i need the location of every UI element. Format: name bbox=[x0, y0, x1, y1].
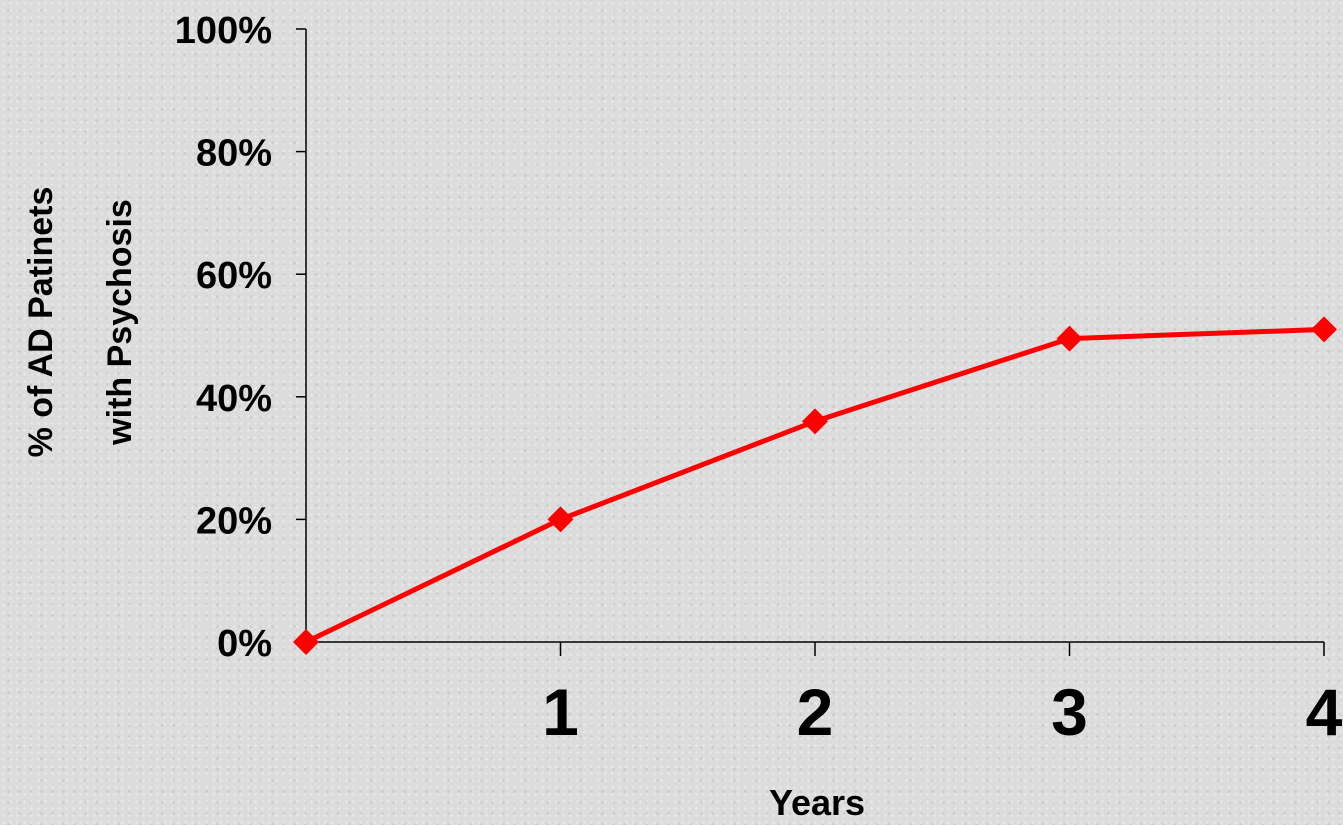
x-axis-title: Years bbox=[769, 782, 865, 823]
y-axis-title-line-1: % of AD Patinets bbox=[22, 187, 60, 458]
x-tick-label: 2 bbox=[797, 675, 834, 749]
y-tick-label: 80% bbox=[196, 133, 272, 175]
data-point-marker bbox=[1311, 316, 1337, 343]
y-tick-label: 20% bbox=[196, 500, 272, 542]
data-point-marker bbox=[293, 629, 319, 655]
y-tick-label: 0% bbox=[217, 623, 272, 665]
y-tick-label: 40% bbox=[196, 378, 272, 420]
x-tick-label: 4 bbox=[1306, 675, 1343, 749]
data-point-marker bbox=[1056, 325, 1083, 352]
y-axis-title: % of AD Patinets with Psychosis bbox=[22, 187, 139, 458]
series-layer bbox=[293, 316, 1337, 655]
x-tick-label: 1 bbox=[542, 675, 579, 749]
x-tick-label: 3 bbox=[1051, 675, 1088, 749]
series-line bbox=[304, 326, 1325, 645]
y-tick-label: 60% bbox=[196, 255, 272, 297]
y-axis-title-line-2: with Psychosis bbox=[101, 199, 139, 446]
y-tick-label: 100% bbox=[175, 10, 272, 52]
data-point-marker bbox=[802, 408, 828, 435]
x-axis: 1 2 3 4 bbox=[306, 641, 1343, 749]
y-axis: 0% 20% 40% 60% 80% 100% bbox=[175, 10, 307, 665]
data-point-marker bbox=[547, 506, 574, 533]
